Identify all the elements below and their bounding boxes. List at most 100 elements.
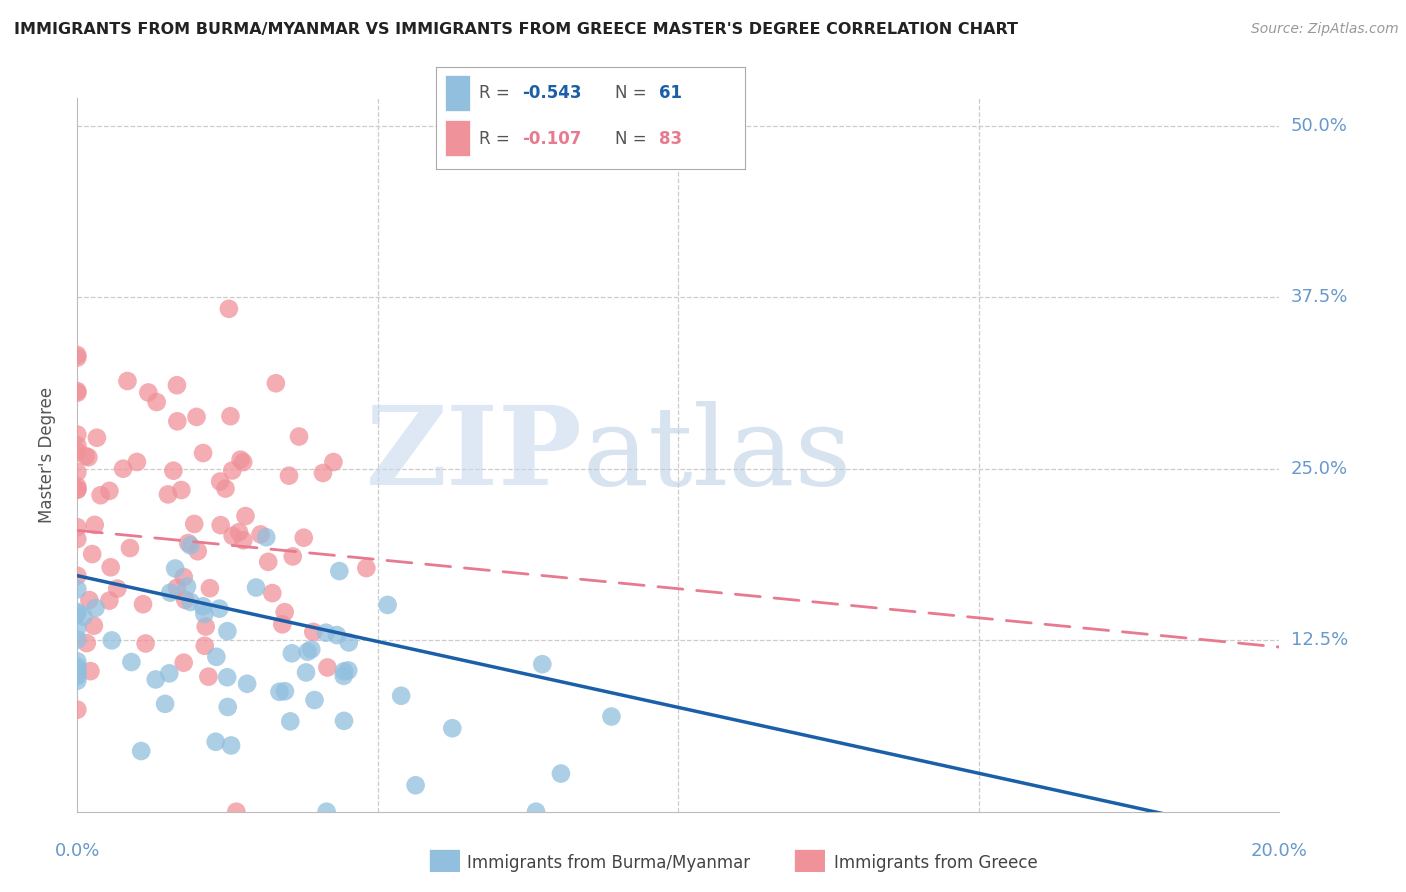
Point	[186, 409, 208, 424]
Point	[337, 635, 360, 649]
Point	[292, 531, 315, 545]
Point	[236, 677, 259, 691]
Point	[66, 438, 89, 452]
Point	[281, 549, 304, 564]
Point	[173, 656, 195, 670]
Point	[333, 665, 356, 679]
Point	[66, 483, 89, 497]
Text: 12.5%: 12.5%	[1291, 632, 1348, 649]
Point	[531, 657, 554, 672]
Text: -0.543: -0.543	[523, 84, 582, 102]
Point	[82, 547, 104, 561]
Point	[273, 605, 295, 619]
Point	[254, 530, 277, 544]
Point	[118, 541, 141, 555]
Point	[312, 466, 335, 480]
Point	[304, 693, 326, 707]
Point	[232, 533, 254, 548]
Point	[288, 429, 311, 443]
Point	[315, 805, 337, 819]
Text: -0.107: -0.107	[523, 129, 582, 148]
Point	[174, 593, 197, 607]
Point	[84, 601, 107, 615]
Point	[217, 700, 239, 714]
Point	[281, 646, 304, 660]
Point	[219, 409, 242, 424]
Point	[249, 527, 271, 541]
Text: 0.0%: 0.0%	[55, 842, 100, 860]
Point	[98, 483, 121, 498]
Point	[66, 568, 89, 582]
Point	[245, 581, 267, 595]
Text: ZIP: ZIP	[366, 401, 582, 508]
Point	[183, 516, 205, 531]
Point	[389, 689, 412, 703]
Point	[66, 659, 89, 673]
Point	[98, 593, 121, 607]
Point	[209, 518, 232, 533]
Point	[219, 739, 242, 753]
Point	[208, 601, 231, 615]
Point	[173, 570, 195, 584]
Point	[145, 673, 167, 687]
Point	[125, 455, 148, 469]
Text: 37.5%: 37.5%	[1291, 288, 1348, 306]
Point	[191, 446, 214, 460]
Point	[100, 633, 122, 648]
Point	[278, 714, 301, 729]
Point	[197, 670, 219, 684]
Point	[66, 351, 89, 365]
Point	[271, 617, 294, 632]
Point	[120, 655, 142, 669]
Point	[269, 685, 291, 699]
Point	[232, 455, 254, 469]
Text: Source: ZipAtlas.com: Source: ZipAtlas.com	[1251, 22, 1399, 37]
Point	[295, 665, 318, 680]
Point	[228, 525, 250, 540]
Text: R =: R =	[479, 84, 515, 102]
Point	[377, 598, 399, 612]
Point	[112, 461, 135, 475]
Point	[66, 384, 89, 398]
Point	[66, 427, 89, 442]
Point	[441, 721, 464, 735]
Point	[100, 560, 122, 574]
Text: IMMIGRANTS FROM BURMA/MYANMAR VS IMMIGRANTS FROM GREECE MASTER'S DEGREE CORRELAT: IMMIGRANTS FROM BURMA/MYANMAR VS IMMIGRA…	[14, 22, 1018, 37]
Point	[117, 374, 139, 388]
Text: 61: 61	[658, 84, 682, 102]
Point	[235, 509, 257, 524]
Point	[66, 479, 89, 493]
Point	[166, 414, 188, 428]
Point	[180, 595, 202, 609]
Point	[337, 664, 360, 678]
Point	[550, 766, 572, 780]
Point	[145, 395, 167, 409]
Point	[333, 714, 356, 728]
Point	[170, 483, 193, 497]
Point	[278, 468, 301, 483]
Point	[66, 703, 89, 717]
Point	[66, 621, 89, 635]
Text: atlas: atlas	[582, 401, 852, 508]
Bar	[446, 120, 470, 156]
Point	[166, 378, 188, 392]
Point	[138, 385, 160, 400]
Point	[205, 649, 228, 664]
Point	[66, 582, 89, 597]
Point	[315, 625, 337, 640]
Point	[179, 538, 201, 552]
Point	[66, 607, 89, 621]
Point	[66, 520, 89, 534]
Text: 20.0%: 20.0%	[1251, 842, 1308, 860]
Point	[66, 444, 89, 458]
Point	[66, 385, 89, 400]
Text: Immigrants from Greece: Immigrants from Greece	[834, 855, 1038, 872]
Point	[193, 607, 215, 621]
Point	[257, 555, 280, 569]
Point	[66, 673, 89, 688]
Text: 83: 83	[658, 129, 682, 148]
Point	[322, 455, 344, 469]
Bar	[446, 75, 470, 111]
Point	[405, 778, 427, 792]
Point	[191, 599, 214, 614]
